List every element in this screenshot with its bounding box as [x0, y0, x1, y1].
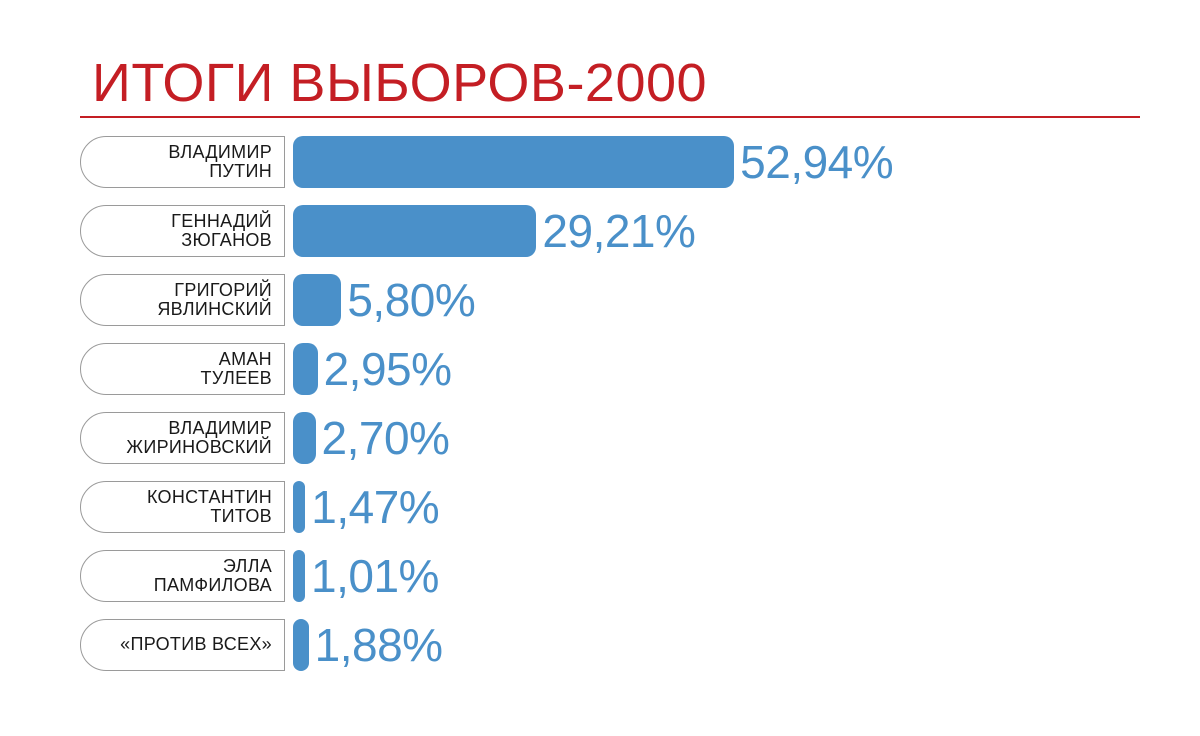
bar-value-label: 29,21%: [542, 204, 695, 258]
bar: [293, 136, 734, 188]
bar-area: 1,01%: [293, 549, 1140, 603]
candidate-label-line2: ПУТИН: [209, 162, 272, 181]
bar-area: 2,95%: [293, 342, 1140, 396]
bar: [293, 343, 318, 395]
bar-area: 52,94%: [293, 135, 1140, 189]
bar-value-label: 1,01%: [311, 549, 439, 603]
chart-row: ГЕННАДИЙЗЮГАНОВ 29,21%: [80, 199, 1140, 262]
bar-value-label: 2,70%: [322, 411, 450, 465]
candidate-label-line1: ГЕННАДИЙ: [171, 212, 272, 231]
bar-value-label: 2,95%: [324, 342, 452, 396]
bar-area: 29,21%: [293, 204, 1140, 258]
candidate-label-line2: ТУЛЕЕВ: [201, 369, 272, 388]
title-divider: [80, 116, 1140, 118]
election-bar-chart: ВЛАДИМИРПУТИН52,94%ГЕННАДИЙЗЮГАНОВ29,21%…: [80, 130, 1140, 682]
chart-row: КОНСТАНТИНТИТОВ 1,47%: [80, 475, 1140, 538]
candidate-label-line2: ТИТОВ: [210, 507, 272, 526]
candidate-label: ВЛАДИМИРЖИРИНОВСКИЙ: [80, 412, 285, 464]
candidate-label: КОНСТАНТИНТИТОВ: [80, 481, 285, 533]
candidate-label-line1: ВЛАДИМИР: [168, 419, 272, 438]
chart-row: ЭЛЛАПАМФИЛОВА 1,01%: [80, 544, 1140, 607]
candidate-label: ЭЛЛАПАМФИЛОВА: [80, 550, 285, 602]
chart-row: ВЛАДИМИРЖИРИНОВСКИЙ 2,70%: [80, 406, 1140, 469]
bar: [293, 205, 536, 257]
candidate-label-line2: ПАМФИЛОВА: [154, 576, 272, 595]
bar: [293, 481, 305, 533]
bar-value-label: 52,94%: [740, 135, 893, 189]
bar: [293, 274, 341, 326]
bar-area: 1,88%: [293, 618, 1140, 672]
candidate-label-line1: ЭЛЛА: [223, 557, 272, 576]
candidate-label-line1: АМАН: [219, 350, 272, 369]
chart-row: ГРИГОРИЙЯВЛИНСКИЙ 5,80%: [80, 268, 1140, 331]
chart-row: «ПРОТИВ ВСЕХ» 1,88%: [80, 613, 1140, 676]
bar-area: 2,70%: [293, 411, 1140, 465]
candidate-label: ВЛАДИМИРПУТИН: [80, 136, 285, 188]
candidate-label-line1: ВЛАДИМИР: [168, 143, 272, 162]
candidate-label-line1: «ПРОТИВ ВСЕХ»: [120, 635, 272, 654]
candidate-label: ГЕННАДИЙЗЮГАНОВ: [80, 205, 285, 257]
bar-value-label: 1,88%: [315, 618, 443, 672]
chart-row: АМАНТУЛЕЕВ 2,95%: [80, 337, 1140, 400]
chart-title: ИТОГИ ВЫБОРОВ-2000: [92, 52, 1140, 114]
bar-area: 1,47%: [293, 480, 1140, 534]
candidate-label: АМАНТУЛЕЕВ: [80, 343, 285, 395]
candidate-label-line2: ЯВЛИНСКИЙ: [157, 300, 272, 319]
candidate-label: ГРИГОРИЙЯВЛИНСКИЙ: [80, 274, 285, 326]
candidate-label-line2: ЖИРИНОВСКИЙ: [126, 438, 272, 457]
candidate-label: «ПРОТИВ ВСЕХ»: [80, 619, 285, 671]
bar-area: 5,80%: [293, 273, 1140, 327]
bar-value-label: 1,47%: [311, 480, 439, 534]
candidate-label-line1: ГРИГОРИЙ: [174, 281, 272, 300]
candidate-label-line2: ЗЮГАНОВ: [181, 231, 272, 250]
bar: [293, 550, 305, 602]
bar-value-label: 5,80%: [347, 273, 475, 327]
chart-row: ВЛАДИМИРПУТИН 52,94%: [80, 130, 1140, 193]
bar: [293, 619, 309, 671]
bar: [293, 412, 316, 464]
candidate-label-line1: КОНСТАНТИН: [147, 488, 272, 507]
